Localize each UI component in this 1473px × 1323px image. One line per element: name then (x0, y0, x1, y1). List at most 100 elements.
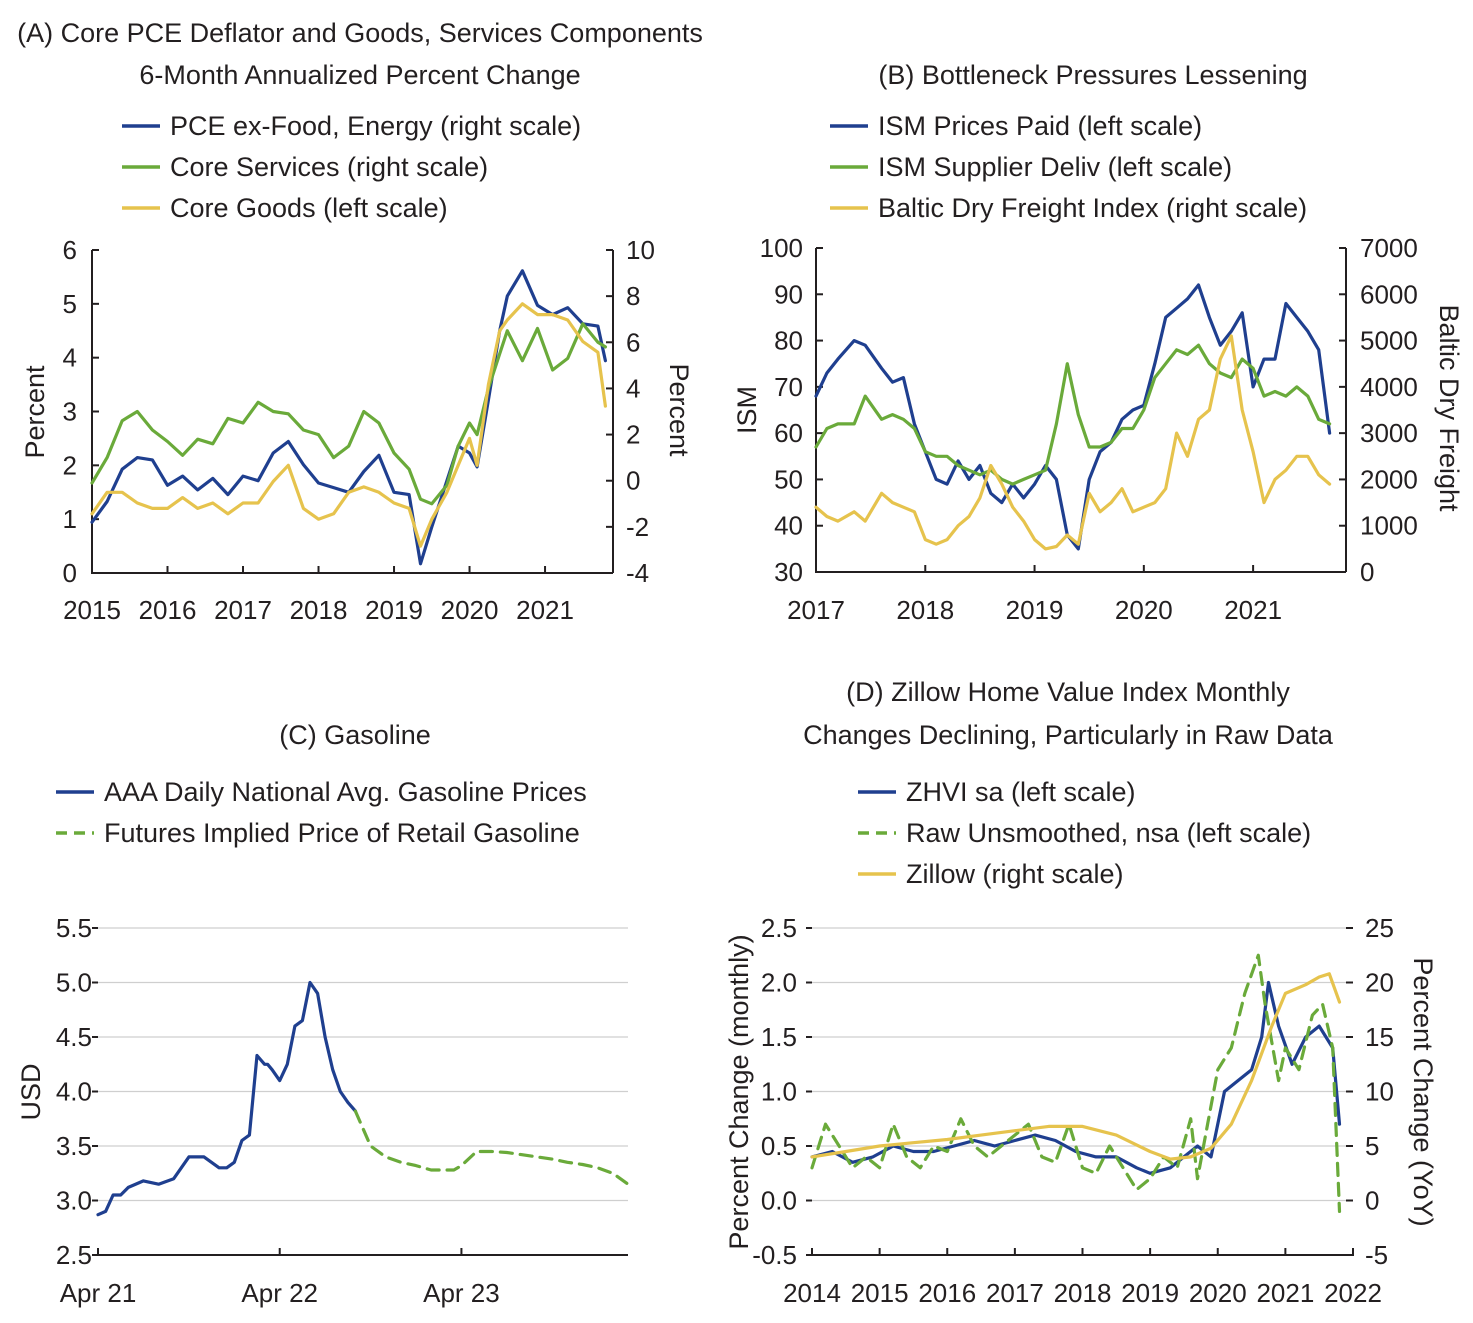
chart-a-y-tick-label-left: 6 (63, 235, 77, 265)
chart-c-grid (98, 927, 628, 1256)
chart-d-ylabel-right: Percent Change (YoY) (1408, 957, 1438, 1226)
chart-a-title: (A) Core PCE Deflator and Goods, Service… (17, 18, 703, 48)
chart-d-y-tick-label-right: -5 (1365, 1240, 1388, 1270)
chart-a-y-tick-label-right: 2 (626, 420, 640, 450)
chart-a-series-line-3 (90, 302, 608, 548)
chart-c-y-tick-label-left: 4.0 (56, 1077, 92, 1107)
chart-d-series-line-2 (810, 953, 1342, 1214)
chart-d-series (810, 953, 1342, 1214)
chart-d-y-tick-label-right: 25 (1365, 913, 1394, 943)
chart-a-y-tick-label-left: 3 (63, 397, 77, 427)
chart-a-y-tick-label-right: 6 (626, 327, 640, 357)
chart-d-ylabel-left: Percent Change (monthly) (724, 934, 754, 1249)
chart-b-ylabel-left: ISM (732, 386, 762, 434)
chart-c-x-tick-label: Apr 21 (60, 1278, 137, 1308)
chart-d-x-tick-label: 2018 (1054, 1278, 1112, 1308)
chart-c-axes: Apr 21 Apr 22 Apr 23 2.5 3.0 3.5 4.0 4.5 5.0 5.5 (56, 913, 628, 1308)
chart-c-series-line-1 (96, 980, 357, 1217)
chart-d-grid (812, 927, 1353, 1256)
chart-a-y-tick-label-right: 0 (626, 466, 640, 496)
chart-a-legend-label: PCE ex-Food, Energy (right scale) (170, 111, 581, 141)
chart-a-y-tick-label-right: 4 (626, 373, 640, 403)
chart-b-y-tick-label-left: 80 (774, 326, 803, 356)
chart-a-x-tick-label: 2015 (63, 595, 121, 625)
chart-a-y-tick-label-right: 10 (626, 235, 655, 265)
chart-d-x-tick-label: 2022 (1324, 1278, 1382, 1308)
chart-c-series-line-2 (353, 1109, 630, 1186)
chart-b-x-tick-label: 2019 (1006, 595, 1064, 625)
chart-a-x-tick-label: 2017 (214, 595, 272, 625)
chart-b-x-tick-label: 2018 (896, 595, 954, 625)
chart-b-legend-label: Baltic Dry Freight Index (right scale) (878, 193, 1307, 223)
chart-c-legend: AAA Daily National Avg. Gasoline Prices F… (56, 777, 587, 848)
chart-a-y-tick-label-right: 8 (626, 281, 640, 311)
chart-a-ylabel-right: Percent (664, 363, 694, 457)
chart-b-y-tick-label-right: 1000 (1360, 511, 1418, 541)
chart-d-axes: 2014 2015 2016 2017 2018 2019 2020 2021 2022-0.5… (752, 913, 1394, 1308)
chart-b-y-tick-label-left: 70 (774, 372, 803, 402)
chart-d-y-tick-label-right: 0 (1365, 1186, 1379, 1216)
chart-b-series-line-2 (814, 343, 1332, 486)
chart-c-y-tick-label-left: 5.0 (56, 968, 92, 998)
chart-d-x-tick-label: 2019 (1121, 1278, 1179, 1308)
chart-b-title: (B) Bottleneck Pressures Lessening (878, 60, 1307, 90)
chart-a-legend-label: Core Goods (left scale) (170, 193, 448, 223)
chart-b-y-tick-label-right: 2000 (1360, 464, 1418, 494)
chart-d-legend-label: ZHVI sa (left scale) (906, 777, 1136, 807)
chart-d-y-tick-label-right: 20 (1365, 968, 1394, 998)
panel-zillow: (D) Zillow Home Value Index Monthly Chan… (724, 677, 1438, 1308)
chart-d-x-tick-label: 2014 (783, 1278, 841, 1308)
chart-d-y-tick-label-left: 0.0 (761, 1186, 797, 1216)
chart-a-series-line-1 (90, 269, 608, 566)
chart-c-ylabel: USD (16, 1063, 46, 1120)
chart-b-legend: ISM Prices Paid (left scale) ISM Supplier… (830, 111, 1307, 223)
chart-c-title: (C) Gasoline (279, 720, 431, 750)
chart-b-y-tick-label-left: 50 (774, 464, 803, 494)
chart-d-y-tick-label-left: 2.0 (761, 968, 797, 998)
chart-d-y-tick-label-left: -0.5 (752, 1240, 797, 1270)
chart-c-y-tick-label-left: 3.0 (56, 1186, 92, 1216)
chart-b-y-tick-label-left: 40 (774, 511, 803, 541)
chart-b-y-tick-label-right: 7000 (1360, 233, 1418, 263)
chart-d-legend-label: Raw Unsmoothed, nsa (left scale) (906, 818, 1311, 848)
chart-b-y-tick-label-right: 5000 (1360, 326, 1418, 356)
chart-d-x-tick-label: 2016 (918, 1278, 976, 1308)
chart-d-y-tick-label-left: 0.5 (761, 1131, 797, 1161)
chart-c-series (96, 980, 630, 1217)
chart-d-y-tick-label-left: 1.5 (761, 1022, 797, 1052)
panel-gasoline: (C) Gasoline AAA Daily National Avg. Gas… (16, 720, 630, 1308)
chart-b-series-line-1 (814, 283, 1332, 551)
chart-b-legend-label: ISM Prices Paid (left scale) (878, 111, 1202, 141)
chart-b-y-tick-label-left: 60 (774, 418, 803, 448)
chart-d-x-tick-label: 2017 (986, 1278, 1044, 1308)
chart-d-legend: ZHVI sa (left scale) Raw Unsmoothed, nsa … (858, 777, 1311, 889)
chart-c-y-tick-label-left: 5.5 (56, 913, 92, 943)
chart-a-x-tick-label: 2019 (365, 595, 423, 625)
chart-b-y-tick-label-right: 6000 (1360, 279, 1418, 309)
chart-c-y-tick-label-left: 3.5 (56, 1131, 92, 1161)
chart-b-y-tick-label-right: 3000 (1360, 418, 1418, 448)
chart-d-y-tick-label-right: 10 (1365, 1077, 1394, 1107)
chart-a-x-tick-label: 2020 (441, 595, 499, 625)
chart-b-y-tick-label-right: 4000 (1360, 372, 1418, 402)
chart-b-y-tick-label-left: 100 (760, 233, 803, 263)
chart-b-axes: 2017 2018 2019 2020 202130405060708090100010… (760, 233, 1418, 625)
chart-a-series (90, 269, 608, 566)
chart-d-subtitle: Changes Declining, Particularly in Raw D… (803, 720, 1334, 750)
chart-d-x-tick-label: 2015 (851, 1278, 909, 1308)
chart-b-ylabel-right: Baltic Dry Freight (1434, 304, 1464, 512)
chart-b-y-tick-label-left: 30 (774, 557, 803, 587)
chart-a-x-tick-label: 2021 (516, 595, 574, 625)
panel-bottleneck: (B) Bottleneck Pressures Lessening ISM P… (732, 60, 1464, 625)
chart-a-legend-label: Core Services (right scale) (170, 152, 488, 182)
chart-d-x-tick-label: 2020 (1189, 1278, 1247, 1308)
chart-c-legend-label: Futures Implied Price of Retail Gasoline (104, 818, 580, 848)
chart-a-legend: PCE ex-Food, Energy (right scale) Core Se… (122, 111, 581, 223)
chart-d-series-line-1 (810, 980, 1342, 1175)
chart-a-subtitle: 6-Month Annualized Percent Change (139, 60, 580, 90)
panel-core-pce: (A) Core PCE Deflator and Goods, Service… (17, 18, 703, 625)
chart-b-x-tick-label: 2021 (1224, 595, 1282, 625)
chart-b-y-tick-label-left: 90 (774, 279, 803, 309)
chart-a-y-tick-label-left: 2 (63, 450, 77, 480)
